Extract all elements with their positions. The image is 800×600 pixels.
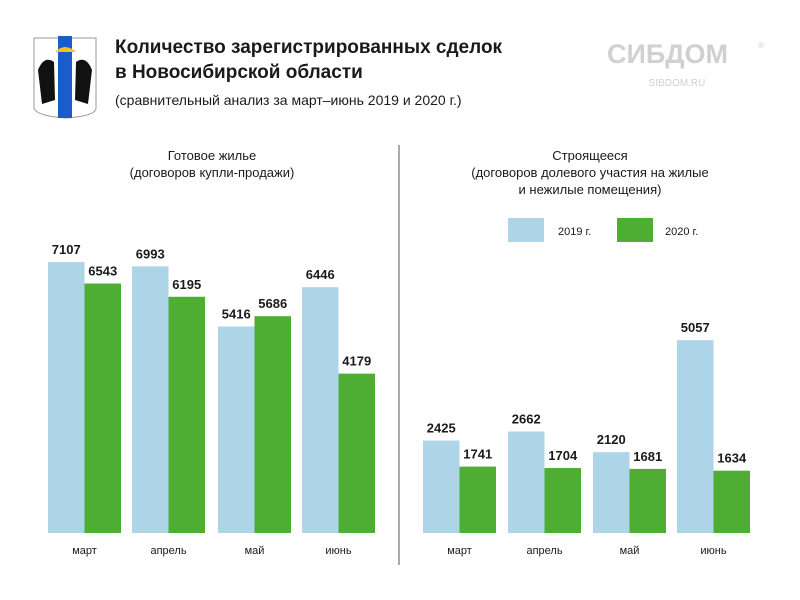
- bar-construction-2020-3: [713, 470, 750, 533]
- bar-construction-2019-2: [593, 452, 630, 533]
- legend-swatch-2020: [617, 218, 653, 242]
- chart-title-line2: в Новосибирской области: [115, 62, 363, 83]
- data-label: 2425: [427, 421, 456, 436]
- data-label: 6446: [306, 267, 335, 282]
- right-panel-subtitle-line1: (договоров долевого участия на жилые: [471, 165, 708, 180]
- data-label: 4179: [342, 354, 371, 369]
- bar-construction-2019-0: [423, 440, 460, 533]
- bar-construction-2020-1: [544, 468, 581, 533]
- bar-ready-2019-1: [132, 266, 169, 533]
- data-label: 1634: [717, 451, 747, 466]
- data-label: 5416: [222, 306, 251, 321]
- bar-ready-2020-3: [338, 373, 375, 533]
- data-label: 6195: [172, 277, 201, 292]
- bar-ready-2019-3: [302, 287, 339, 533]
- legend-label-2020: 2020 г.: [665, 226, 698, 238]
- bar-ready-2019-2: [218, 326, 255, 533]
- data-label: 1741: [463, 447, 492, 462]
- left-panel-title: Готовое жилье: [168, 148, 257, 163]
- x-tick-label: июнь: [700, 545, 726, 557]
- brand-url: SIBDOM.RU: [649, 78, 706, 89]
- bar-ready-2020-2: [254, 316, 291, 533]
- data-label: 1681: [633, 449, 662, 464]
- bar-ready-2020-1: [168, 296, 205, 533]
- x-tick-label: май: [245, 545, 265, 557]
- legend-swatch-2019: [508, 218, 544, 242]
- data-label: 5686: [258, 296, 287, 311]
- data-label: 2662: [512, 411, 541, 426]
- data-label: 1704: [548, 448, 578, 463]
- bar-ready-2020-0: [84, 283, 121, 533]
- data-label: 2120: [597, 432, 626, 447]
- x-tick-label: март: [72, 545, 97, 557]
- coat-of-arms-logo: [33, 36, 97, 119]
- right-panel-title: Строящееся: [552, 148, 627, 163]
- x-tick-label: май: [620, 545, 640, 557]
- x-tick-label: апрель: [526, 545, 562, 557]
- bar-construction-2019-1: [508, 431, 545, 533]
- right-panel-subtitle-line2: и нежилые помещения): [519, 182, 662, 197]
- x-tick-label: апрель: [150, 545, 186, 557]
- chart-subtitle: (сравнительный анализ за март–июнь 2019 …: [115, 92, 462, 108]
- data-label: 5057: [681, 320, 710, 335]
- x-tick-label: июнь: [325, 545, 351, 557]
- brand-logo: СИБДОМ: [607, 39, 728, 69]
- bar-construction-2019-3: [677, 340, 714, 533]
- bar-ready-2019-0: [48, 262, 85, 533]
- left-panel-subtitle: (договоров купли-продажи): [130, 165, 295, 180]
- brand-mark: ®: [758, 41, 764, 50]
- bar-construction-2020-2: [629, 468, 666, 533]
- legend-label-2019: 2019 г.: [558, 226, 591, 238]
- chart-title-line1: Количество зарегистрированных сделок: [115, 37, 503, 58]
- data-label: 6543: [88, 264, 117, 279]
- x-tick-label: март: [447, 545, 472, 557]
- legend: 2019 г. 2020 г.: [508, 218, 698, 242]
- bars-layer: 7107 6543 март 6993 6195 апрель 5416 5686 май 644…: [48, 242, 750, 557]
- bar-construction-2020-0: [459, 466, 496, 533]
- data-label: 6993: [136, 246, 165, 261]
- data-label: 7107: [52, 242, 81, 257]
